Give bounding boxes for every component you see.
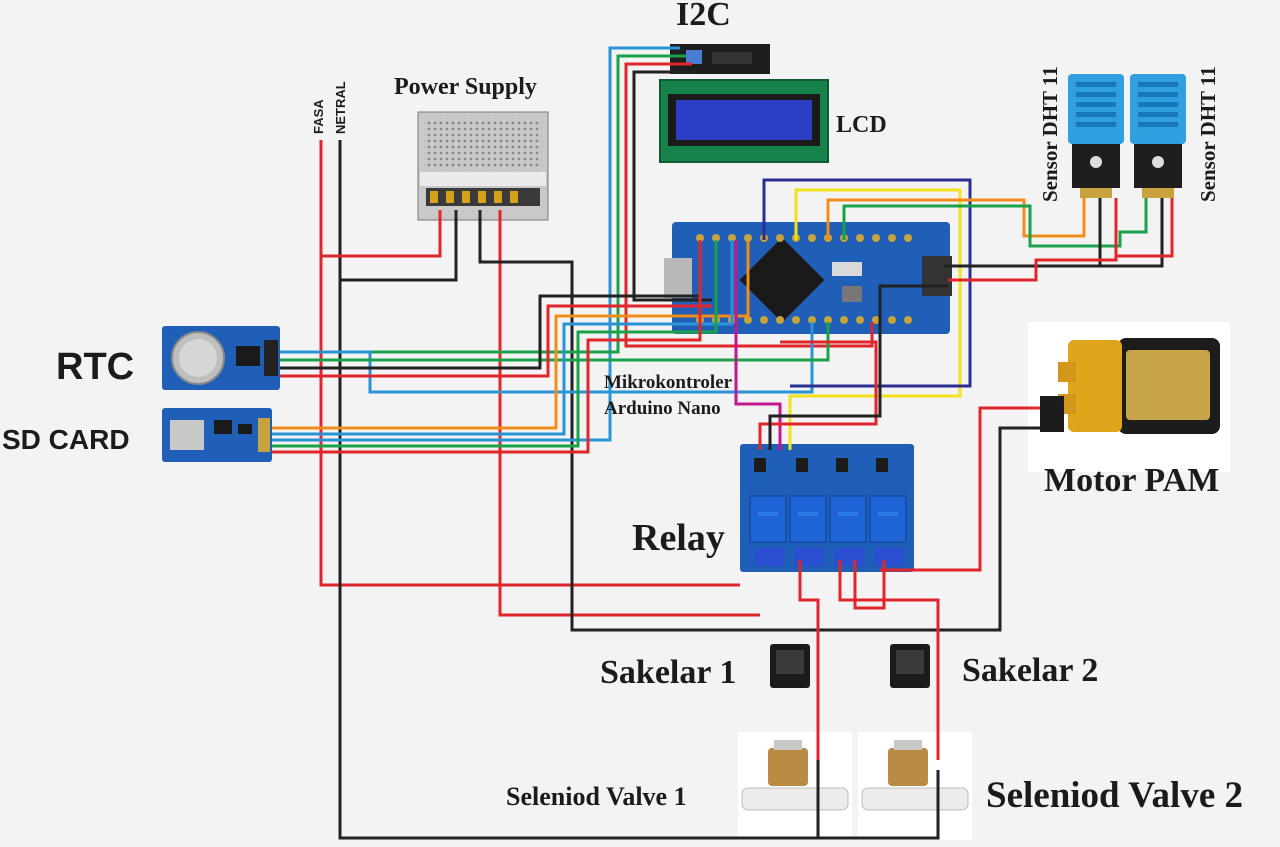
netral-label: NETRAL [333, 81, 348, 134]
rocker-switch-icon [890, 644, 930, 688]
rtc-module-icon [162, 326, 280, 390]
dht11-sensor-icon [1068, 74, 1124, 198]
power-supply-icon [417, 111, 549, 221]
mikrokontroler-label: Mikrokontroler [604, 372, 733, 393]
sensor-dht-label-1: Sensor DHT 11 [1038, 66, 1062, 202]
power-supply-label: Power Supply [394, 74, 537, 100]
motor-pam-label: Motor PAM [1044, 462, 1220, 499]
sd-card-module-icon [162, 408, 272, 462]
arduino-nano-label: Arduino Nano [604, 398, 721, 419]
solenoid-valve-icon [738, 732, 852, 840]
lcd-display-icon [659, 79, 829, 163]
water-pump-icon [1028, 322, 1230, 472]
i2c-module-icon [670, 44, 770, 74]
sd-card-label: SD CARD [2, 424, 130, 455]
wire-group [272, 46, 1174, 840]
sakelar-1-label: Sakelar 1 [600, 654, 737, 691]
sakelar-2-label: Sakelar 2 [962, 652, 1099, 689]
solenoid-valve-icon [858, 732, 972, 840]
fasa-label: FASA [311, 99, 326, 134]
i2c-label: I2C [676, 0, 731, 33]
lcd-label: LCD [836, 112, 887, 138]
valve-2-label: Seleniod Valve 2 [986, 775, 1243, 816]
valve-1-label: Seleniod Valve 1 [506, 782, 687, 811]
sensor-dht-label-2: Sensor DHT 11 [1196, 66, 1220, 202]
rtc-label: RTC [56, 346, 135, 388]
dht11-sensor-icon [1130, 74, 1186, 198]
relay-module-icon [740, 444, 914, 572]
rocker-switch-icon [770, 644, 810, 688]
relay-label: Relay [632, 517, 725, 559]
